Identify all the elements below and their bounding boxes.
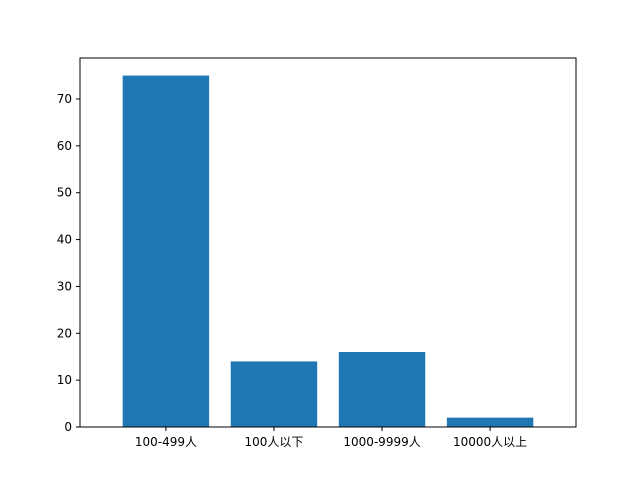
- y-tick-label-5: 50: [57, 186, 72, 200]
- bars-layer: [122, 75, 534, 428]
- bar-3: [446, 417, 534, 427]
- bar-1: [230, 361, 318, 427]
- x-tick-label-3: 10000人以上: [453, 435, 527, 449]
- y-tick-label-2: 20: [57, 326, 72, 340]
- y-tick-label-4: 40: [57, 233, 72, 247]
- x-tick-label-2: 1000-9999人: [343, 435, 420, 449]
- y-tick-label-0: 0: [64, 420, 72, 434]
- plot-frame: [79, 57, 577, 428]
- ticks-layer: 0 10 20 30 40 50 60 70 100-499人 100人以下 1000-9999人 1…: [57, 92, 527, 449]
- y-tick-label-7: 70: [57, 92, 72, 106]
- bar-0: [122, 75, 210, 428]
- y-tick-label-1: 10: [57, 373, 72, 387]
- axes-layer: [79, 57, 577, 428]
- x-tick-label-1: 100人以下: [245, 435, 304, 449]
- x-tick-label-0: 100-499人: [135, 435, 197, 449]
- y-tick-label-3: 30: [57, 279, 72, 293]
- bar-2: [338, 352, 426, 427]
- y-tick-label-6: 60: [57, 139, 72, 153]
